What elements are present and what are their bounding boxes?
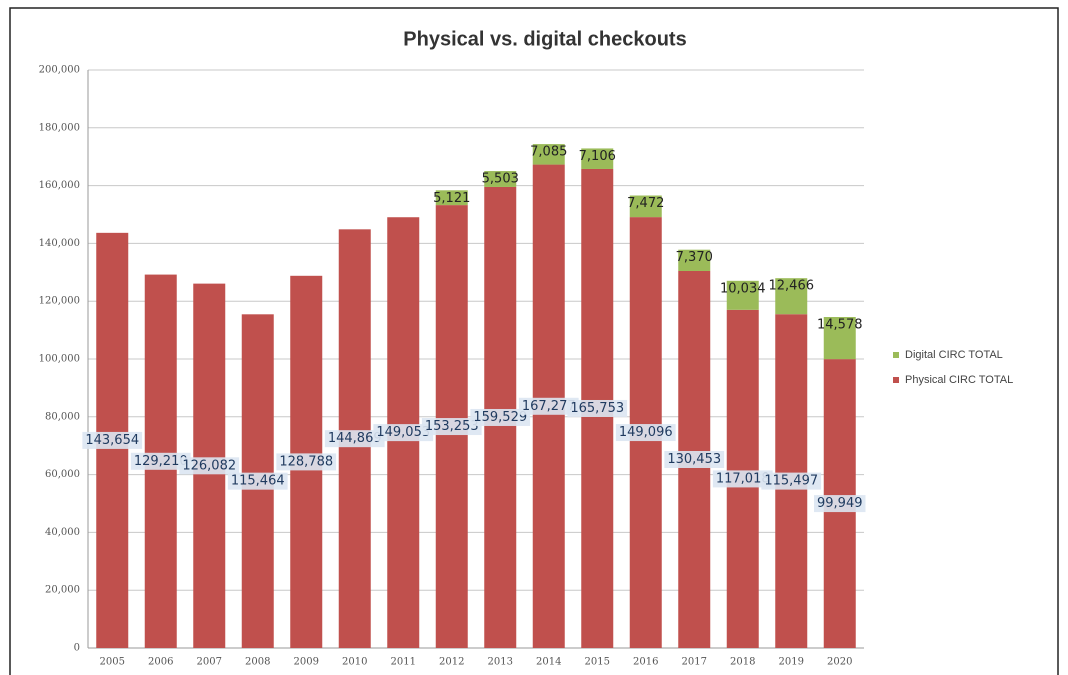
y-tick-label: 160,000 [39,180,80,191]
x-tick-label: 2005 [100,657,125,668]
data-label: 153,253 [425,419,479,434]
data-label: 130,453 [667,452,721,467]
x-tick-label: 2020 [827,657,852,668]
data-label: 5,503 [482,172,519,187]
label-box [664,450,725,468]
data-label: 167,277 [522,399,576,414]
bar-segment [823,317,856,360]
label-box [567,399,628,417]
y-tick-label: 60,000 [45,469,80,480]
bar-segment [629,195,662,218]
y-tick-label: 80,000 [45,411,80,422]
x-tick-label: 2011 [391,657,416,668]
label-box [712,470,773,488]
bar-segment [678,249,711,271]
x-tick-label: 2017 [682,657,707,668]
chart-title: Physical vs. digital checkouts [403,28,686,50]
legend-label: Digital CIRC TOTAL [905,349,1003,361]
x-tick-label: 2008 [245,657,270,668]
data-label: 7,472 [627,196,664,211]
label-box [82,431,143,449]
legend-label: Physical CIRC TOTAL [905,374,1013,386]
legend-marker [893,377,899,383]
bar-segment [726,280,759,310]
x-tick-label: 2009 [294,657,319,668]
label-box [227,472,288,490]
x-tick-label: 2014 [536,657,561,668]
y-tick-label: 40,000 [45,527,80,538]
label-box [470,408,531,426]
data-label: 129,210 [134,454,188,469]
data-label: 143,654 [85,433,139,448]
data-label: 128,788 [279,454,333,469]
label-box [276,453,337,471]
label-box [518,397,579,415]
bar-segment [581,148,614,169]
label-box [373,424,434,442]
data-label: 12,466 [769,279,815,294]
label-box [761,472,822,490]
data-label: 159,529 [473,410,527,425]
x-tick-label: 2013 [488,657,513,668]
x-tick-label: 2006 [148,657,173,668]
bar-segment [484,171,517,187]
y-tick-label: 200,000 [39,65,80,76]
label-box [615,424,676,442]
data-label: 126,082 [182,458,236,473]
label-box [324,430,385,448]
bar-segment [775,278,808,315]
legend-marker [893,352,899,358]
data-label: 10,034 [720,281,766,296]
data-label: 165,753 [570,401,624,416]
data-label: 7,106 [579,149,616,164]
data-label: 5,121 [433,191,470,206]
x-tick-label: 2019 [779,657,804,668]
x-tick-label: 2010 [342,657,367,668]
bar-segment [435,190,468,206]
data-label: 99,949 [817,496,863,511]
data-label: 144,869 [328,431,382,446]
y-tick-label: 100,000 [39,354,80,365]
data-label: 7,370 [676,250,713,265]
y-tick-label: 120,000 [39,296,80,307]
x-tick-label: 2016 [633,657,658,668]
data-label: 14,578 [817,318,863,333]
x-tick-label: 2012 [439,657,464,668]
label-box [814,495,866,513]
label-box [179,457,240,475]
data-label: 115,464 [231,474,285,489]
y-tick-label: 180,000 [39,122,80,133]
data-label: 117,018 [716,471,770,486]
y-tick-label: 20,000 [45,585,80,596]
bar-segment [532,144,565,165]
x-tick-label: 2007 [197,657,222,668]
y-tick-label: 0 [74,643,80,654]
data-label: 149,053 [376,425,430,440]
data-label: 149,096 [619,425,673,440]
x-tick-label: 2015 [585,657,610,668]
frame [9,7,1059,675]
data-label: 115,497 [764,474,818,489]
data-label: 7,085 [530,145,567,160]
x-tick-label: 2018 [730,657,755,668]
label-box [130,452,191,470]
y-tick-label: 140,000 [39,238,80,249]
label-box [421,418,482,436]
